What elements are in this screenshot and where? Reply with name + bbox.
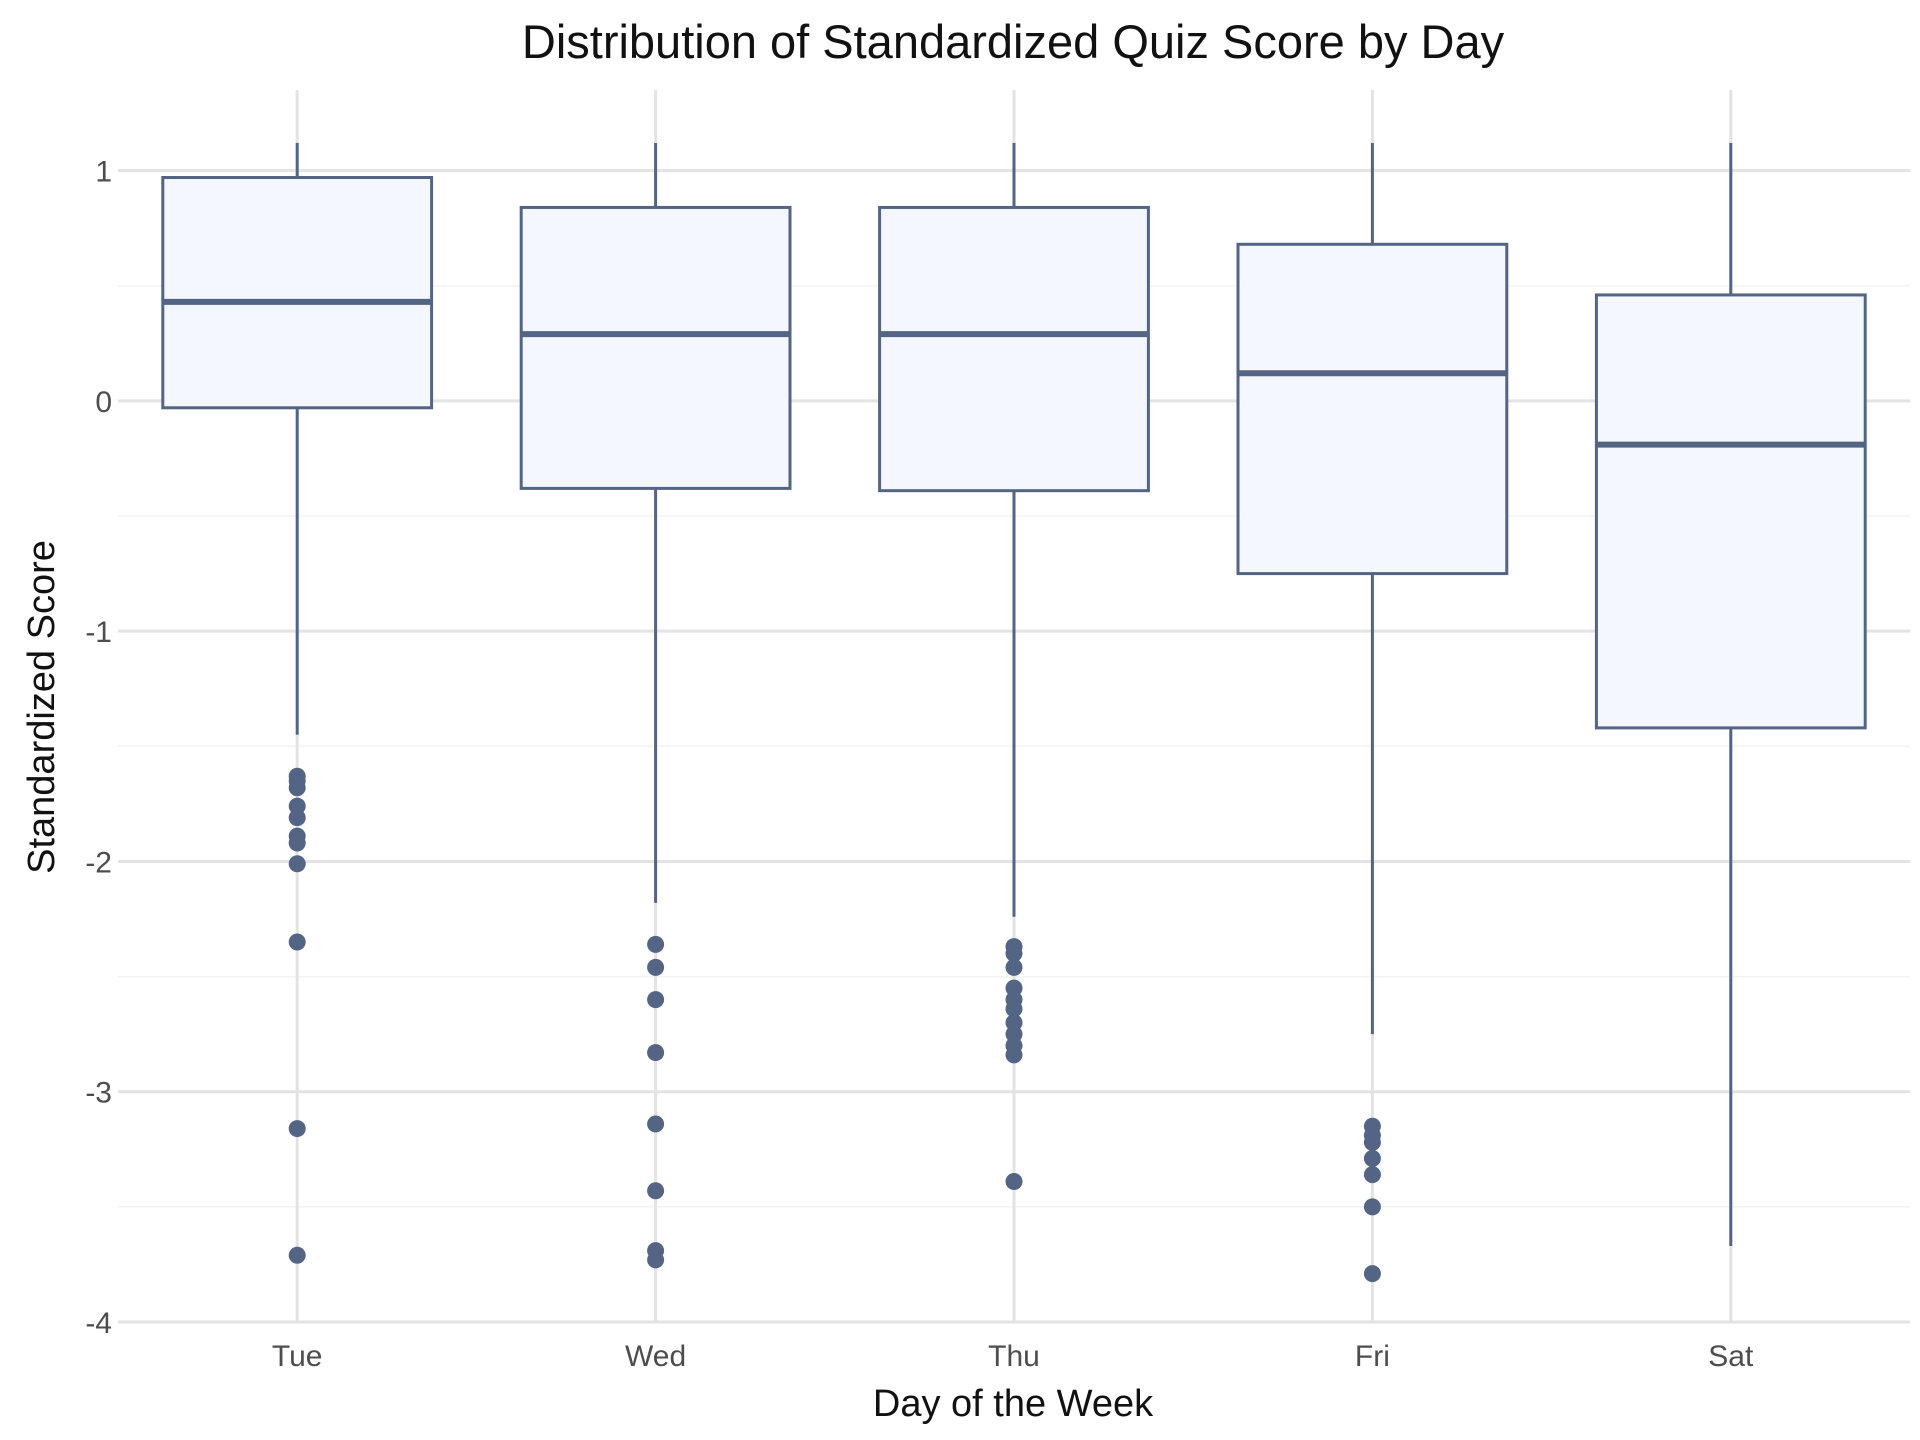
- box-fri: [1236, 142, 1509, 1283]
- outlier-point: [647, 958, 665, 976]
- iqr-box: [161, 176, 434, 410]
- outlier-point: [288, 1246, 306, 1264]
- y-tick-label: -1: [85, 616, 112, 649]
- box-series: [161, 142, 1867, 1283]
- y-tick-label: -3: [85, 1077, 112, 1110]
- outlier-point: [288, 855, 306, 873]
- outlier-point: [1005, 945, 1023, 963]
- iqr-box: [519, 205, 792, 490]
- outlier-point: [288, 1120, 306, 1138]
- y-axis-title: Standardized Score: [21, 540, 63, 874]
- x-tick-label: Sat: [1708, 1340, 1754, 1373]
- y-tick-label: -4: [85, 1307, 112, 1340]
- outlier-point: [1363, 1198, 1381, 1216]
- outlier-point: [1005, 1173, 1023, 1191]
- outlier-point: [647, 1251, 665, 1269]
- iqr-box: [878, 205, 1150, 493]
- outlier-point: [288, 779, 306, 797]
- x-tick-label: Fri: [1355, 1340, 1390, 1373]
- iqr-box: [1236, 242, 1509, 576]
- outlier-point: [288, 809, 306, 827]
- outlier-point: [1363, 1166, 1381, 1184]
- outlier-point: [1005, 958, 1023, 976]
- outlier-point: [1005, 1000, 1023, 1018]
- outlier-point: [1005, 1046, 1023, 1064]
- x-tick-label: Tue: [272, 1340, 323, 1373]
- outlier-point: [647, 935, 665, 953]
- y-tick-label: 1: [95, 156, 112, 189]
- box-tue: [161, 142, 434, 1264]
- outlier-point: [1363, 1265, 1381, 1283]
- outlier-point: [647, 1115, 665, 1133]
- outlier-point: [647, 991, 665, 1009]
- chart-title: Distribution of Standardized Quiz Score …: [522, 15, 1505, 68]
- outlier-point: [1363, 1133, 1381, 1151]
- x-tick-label: Wed: [625, 1340, 686, 1373]
- y-axis-ticks: 1 0 -1 -2 -3 -4: [85, 156, 112, 1340]
- y-tick-label: -2: [85, 846, 112, 879]
- x-axis-title: Day of the Week: [873, 1383, 1154, 1425]
- box-wed: [519, 142, 792, 1269]
- outlier-point: [288, 933, 306, 951]
- outlier-point: [647, 1182, 665, 1200]
- box-thu: [878, 142, 1150, 1191]
- x-axis-ticks: Tue Wed Thu Fri Sat: [272, 1340, 1754, 1373]
- outlier-point: [1363, 1150, 1381, 1168]
- outlier-point: [288, 834, 306, 852]
- iqr-box: [1594, 293, 1867, 730]
- x-tick-label: Thu: [988, 1340, 1040, 1373]
- box-sat: [1594, 142, 1867, 1247]
- outlier-point: [647, 1044, 665, 1062]
- y-tick-label: 0: [95, 386, 112, 419]
